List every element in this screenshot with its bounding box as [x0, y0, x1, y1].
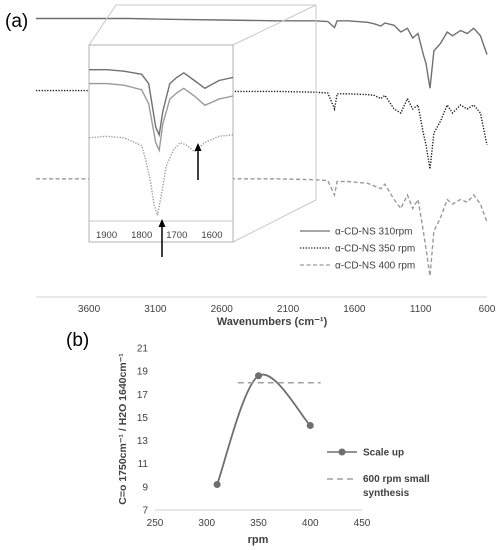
panel-b-series — [213, 372, 321, 489]
x-tick-label: 2100 — [277, 304, 300, 315]
y-tick-label: 11 — [138, 459, 149, 470]
zoom-box-edge — [88, 4, 117, 46]
zoom-box-edge — [232, 4, 317, 46]
x-tick-label: 1100 — [410, 304, 432, 315]
spectrum-line — [36, 17, 488, 89]
legend-label: 600 rpm small synthesis — [363, 474, 433, 499]
y-tick-label: 7 — [142, 506, 148, 517]
inset-spectrum-line — [88, 134, 234, 216]
panel-a-series — [36, 17, 488, 277]
legend-label: α-CD-NS 400 rpm — [335, 261, 415, 272]
inset-arrows — [158, 143, 202, 257]
y-tick-label: 13 — [137, 436, 149, 447]
panel-a-legend: α-CD-NS 310rpm α-CD-NS 350 rpm α-CD-NS 4… — [300, 227, 415, 272]
y-tick-label: 15 — [137, 413, 149, 424]
y-tick-label: 21 — [137, 344, 149, 355]
legend-label: α-CD-NS 350 rpm — [335, 244, 415, 255]
x-tick-label: 300 — [198, 518, 215, 529]
y-tick-label: 17 — [137, 390, 149, 401]
inset-spectrum-line — [89, 69, 234, 138]
x-tick-label: 3100 — [144, 304, 167, 315]
x-tick-label: 350 — [250, 518, 267, 529]
legend-marker — [338, 448, 346, 456]
x-tick-label: 400 — [302, 518, 319, 529]
panel-b-x-axis-label: rpm — [248, 534, 269, 546]
scale-up-point — [255, 372, 262, 380]
scale-up-line — [216, 373, 311, 485]
inset-tick-label: 1600 — [201, 230, 222, 241]
zoom-box-edge — [232, 199, 317, 243]
panel-a-label: (a) — [5, 11, 28, 32]
zoom-box-frame — [88, 4, 317, 243]
panel-b: (b) 250 300 350 400 450 7 9 11 13 15 17 19 21 rpm C=… — [66, 330, 433, 546]
x-tick-label: 600 — [479, 304, 496, 315]
inset-zoom: 1900 1800 1700 1600 — [88, 44, 234, 257]
panel-b-legend: Scale up 600 rpm small synthesis — [327, 448, 433, 499]
inset-tick-label: 1900 — [96, 230, 117, 241]
panel-b-y-axis-label: C=o 1750cm⁻¹ / H2O 1640cm⁻¹ — [117, 353, 129, 505]
legend-label: Scale up — [363, 448, 404, 459]
x-tick-label: 1600 — [343, 304, 366, 315]
scale-up-point — [213, 481, 221, 489]
legend-label-line: 600 rpm small — [363, 474, 430, 485]
y-tick-label: 19 — [137, 367, 149, 378]
x-tick-label: 3600 — [78, 304, 101, 315]
arrow-up-icon — [194, 143, 202, 151]
panel-a-tick-labels: 3600 3100 2600 2100 1600 1100 600 — [78, 304, 496, 315]
scale-up-point — [306, 422, 314, 430]
x-tick-label: 2600 — [211, 304, 234, 315]
arrow-down-icon — [158, 219, 166, 227]
inset-tick-labels: 1900 1800 1700 1600 — [96, 230, 223, 241]
inset-spectrum-line — [89, 82, 234, 153]
legend-label-line: synthesis — [363, 488, 410, 499]
panel-a: (a) 3600 3100 2600 2100 1600 1100 600 Wavenumb… — [5, 4, 496, 328]
inset-series — [88, 69, 234, 216]
y-tick-label: 9 — [142, 482, 148, 493]
inset-tick-label: 1800 — [131, 230, 152, 241]
inset-border — [88, 44, 234, 243]
x-tick-label: 450 — [354, 518, 371, 529]
panel-b-tick-labels: 250 300 350 400 450 7 9 11 13 15 17 19 21 — [137, 344, 371, 530]
panel-a-x-axis-label: Wavenumbers (cm⁻¹) — [217, 316, 328, 328]
x-tick-label: 250 — [147, 518, 164, 529]
legend-label: α-CD-NS 310rpm — [335, 227, 412, 238]
inset-tick-label: 1700 — [166, 230, 187, 241]
panel-b-label: (b) — [66, 330, 89, 351]
